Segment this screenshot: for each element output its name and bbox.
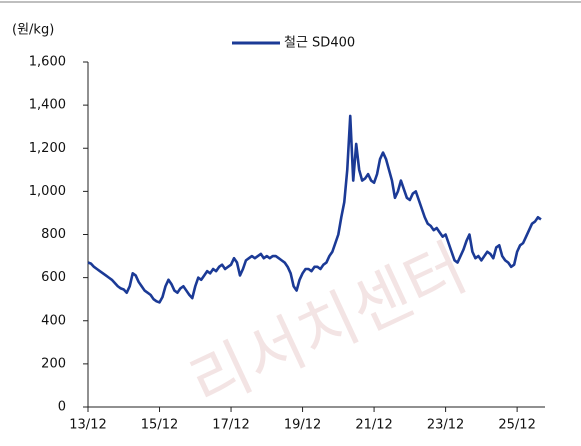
y-tick-label: 0 — [58, 400, 66, 415]
y-tick-label: 1,000 — [29, 184, 66, 199]
y-axis-label: (원/kg) — [12, 23, 54, 38]
y-tick-label: 1,600 — [29, 55, 66, 70]
y-tick-label: 1,200 — [29, 141, 66, 156]
y-tick-label: 800 — [41, 227, 66, 242]
x-tick-label: 17/12 — [212, 418, 249, 433]
y-tick-label: 600 — [41, 270, 66, 285]
x-tick-label: 25/12 — [498, 418, 535, 433]
series-line — [87, 114, 542, 304]
legend-label: 철근 SD400 — [284, 36, 355, 51]
x-tick-label: 15/12 — [141, 418, 178, 433]
y-tick-label: 200 — [41, 356, 66, 371]
x-tick-label: 21/12 — [355, 418, 392, 433]
x-tick-label: 13/12 — [69, 418, 106, 433]
x-tick-label: 23/12 — [427, 418, 464, 433]
y-tick-label: 1,400 — [29, 98, 66, 113]
x-tick-label: 19/12 — [284, 418, 321, 433]
y-tick-label: 400 — [41, 313, 66, 328]
